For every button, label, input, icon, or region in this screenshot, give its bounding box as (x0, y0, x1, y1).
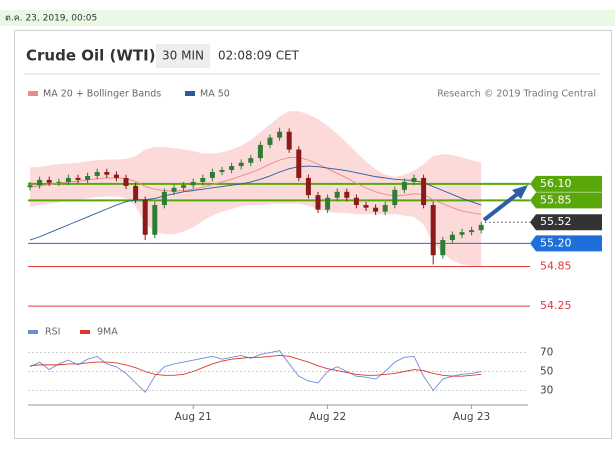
legend-swatch (28, 91, 38, 96)
candle-body (296, 149, 302, 178)
candle-body (459, 232, 465, 235)
candle-body (209, 172, 215, 178)
bollinger-band (30, 111, 482, 266)
candle-body (440, 240, 446, 256)
legend-swatch (28, 330, 38, 334)
legend-label: MA 50 (200, 89, 230, 100)
level-label: 54.25 (540, 299, 572, 312)
candle-body (238, 162, 244, 167)
candle-body (248, 158, 254, 163)
y-tick-label: 30 (540, 384, 553, 396)
panel (14, 30, 612, 439)
candle-body (325, 197, 331, 210)
level-label: 56.10 (540, 177, 572, 190)
y-tick-label: 50 (540, 366, 553, 378)
candle-body (382, 205, 388, 212)
x-tick-label: Aug 21 (175, 411, 212, 423)
level-label-box (530, 192, 602, 209)
candle-body (190, 181, 196, 186)
candle-body (75, 177, 81, 180)
rsi-line (29, 350, 482, 394)
candle-body (430, 205, 436, 256)
time: 02:08:09 CET (218, 49, 300, 63)
candle-body (104, 172, 110, 175)
candle-body (449, 234, 455, 241)
interval-box (156, 44, 210, 68)
trend-arrow (482, 190, 522, 222)
candle-body (181, 185, 187, 188)
candle-body (478, 224, 484, 231)
timestamp: ต.ค. 23, 2019, 00:05 (5, 14, 97, 24)
candle-body (469, 230, 475, 233)
rsi-line (29, 354, 482, 377)
level-label: 55.52 (540, 215, 572, 228)
candle-body (142, 199, 148, 235)
legend-swatch (185, 91, 195, 96)
trend-arrow-head (512, 185, 528, 199)
candle-body (219, 170, 225, 173)
candle-body (65, 177, 71, 182)
interval: 30 MIN (162, 49, 204, 63)
candle-body (286, 131, 292, 150)
legend-label: RSI (45, 327, 60, 338)
level-label-box (530, 175, 602, 192)
candle-body (257, 144, 263, 159)
top-bar (0, 10, 615, 26)
candle-body (46, 179, 52, 183)
candle-body (161, 191, 167, 206)
y-tick-label: 70 (540, 347, 553, 359)
candle-body (363, 205, 369, 208)
legend-swatch (80, 330, 90, 334)
candle-body (277, 131, 283, 138)
chart-title: Crude Oil (WTI) (26, 47, 156, 65)
level-label: 54.85 (540, 259, 572, 272)
candle-body (421, 177, 427, 206)
level-label: 55.20 (540, 236, 572, 249)
candle-body (315, 195, 321, 210)
candle-body (113, 174, 119, 178)
x-tick-label: Aug 22 (309, 411, 346, 423)
candle-body (94, 172, 100, 176)
candle-body (133, 185, 139, 200)
legend-label: 9MA (97, 327, 118, 338)
candle-body (123, 177, 129, 186)
candle-body (373, 207, 379, 212)
candle-body (27, 185, 33, 188)
x-tick-label: Aug 23 (453, 411, 490, 423)
candle-body (344, 191, 350, 198)
candle-body (392, 189, 398, 206)
candle-body (353, 197, 359, 206)
level-label-box (530, 235, 602, 252)
level-label-box (530, 214, 602, 231)
candle-body (334, 191, 340, 198)
candle-body (200, 177, 206, 182)
candle-body (152, 205, 158, 235)
candle-body (56, 181, 62, 183)
legend-label: MA 20 + Bollinger Bands (43, 89, 161, 100)
candle-body (401, 181, 407, 190)
candle-body (267, 137, 273, 145)
candle-body (305, 177, 311, 196)
candle-body (411, 177, 417, 182)
candle-body (229, 166, 235, 171)
level-label: 55.85 (540, 193, 572, 206)
source: Research © 2019 Trading Central (437, 89, 596, 100)
candle-body (37, 179, 43, 186)
ma-line (29, 165, 482, 241)
candle-body (171, 187, 177, 192)
ma-line (29, 157, 482, 215)
candle-body (85, 175, 91, 180)
